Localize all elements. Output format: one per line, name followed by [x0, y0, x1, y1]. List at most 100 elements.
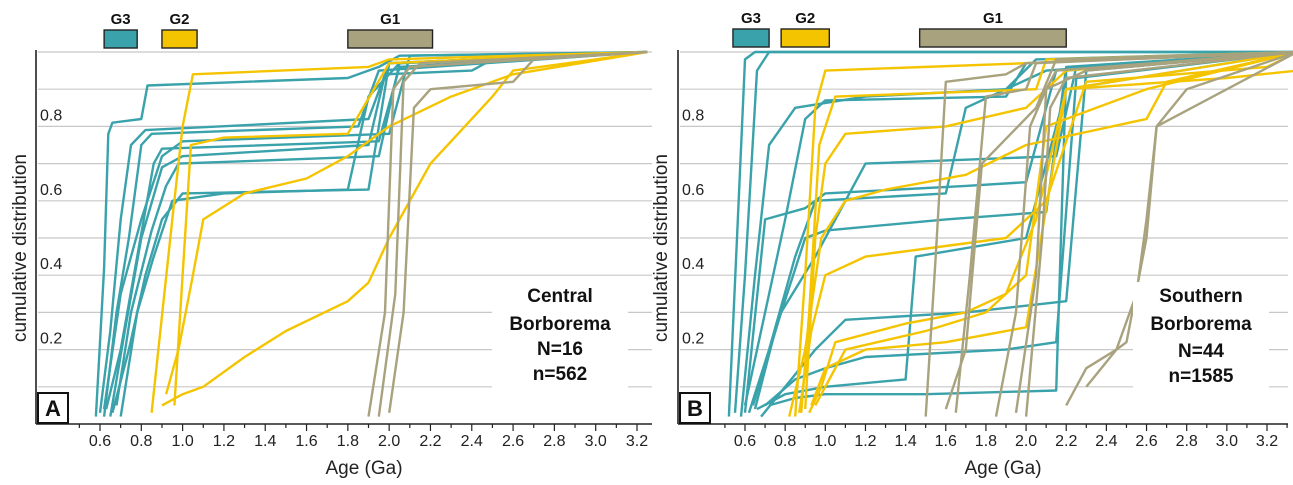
x-tick-label: 3.0	[585, 433, 607, 450]
series-line-g2	[164, 50, 648, 395]
series-line-g1	[1024, 51, 1293, 417]
x-tick-label: 3.0	[1216, 433, 1238, 450]
series-line-g3	[102, 50, 648, 417]
panel-label: A	[45, 396, 61, 421]
annotation-line: n=1585	[1169, 366, 1234, 387]
series-line-g3	[751, 51, 1293, 406]
group-bar-label: G1	[983, 10, 1003, 27]
series-line-g2	[173, 50, 648, 406]
x-tick-label: 1.2	[854, 433, 876, 450]
group-bar-g3	[103, 29, 138, 49]
x-tick-label: 3.2	[626, 433, 648, 450]
x-tick-label: 0.8	[130, 433, 152, 450]
series-line-g3	[739, 50, 1293, 417]
series-line-g1	[994, 51, 1293, 417]
x-tick-label: 1.0	[171, 433, 193, 450]
group-bar-g2	[161, 29, 198, 49]
group-bar-g3	[732, 28, 770, 48]
series-line-g1	[954, 50, 1293, 413]
y-axis-label: cumulative distribution	[10, 154, 31, 342]
x-tick-label: 1.4	[894, 433, 916, 450]
x-tick-label: 2.2	[1055, 433, 1077, 450]
x-tick-label: 2.4	[1095, 433, 1117, 450]
x-tick-label: 1.6	[295, 433, 317, 450]
x-tick-label: 2.0	[1015, 433, 1037, 450]
group-bar-label: G3	[111, 11, 131, 28]
y-tick-label: 0.6	[682, 182, 704, 199]
panel-label-box	[679, 392, 711, 424]
x-tick-label: 2.8	[1176, 433, 1198, 450]
series-line-g3	[102, 50, 648, 410]
series-line-g2	[800, 50, 1293, 413]
series-line-g3	[743, 51, 1293, 413]
y-tick-label: 0.8	[40, 107, 62, 124]
annotation-line: n=562	[533, 364, 587, 385]
x-tick-label: 1.8	[975, 433, 997, 450]
annotation-line: Borborema	[1150, 314, 1252, 335]
y-tick-label: 0.8	[682, 107, 704, 124]
annotation-backdrop	[1133, 282, 1269, 390]
series-line-g2	[161, 50, 648, 407]
x-tick-label: 2.6	[502, 433, 524, 450]
annotation-line: Borborema	[509, 314, 611, 335]
series-line-g2	[804, 51, 1293, 410]
series-line-g1	[944, 50, 1293, 410]
series-line-g1	[388, 50, 648, 413]
x-tick-label: 2.4	[461, 433, 483, 450]
series-line-g1	[1014, 51, 1293, 413]
y-tick-label: 0.6	[40, 182, 62, 199]
series-line-g3	[115, 50, 648, 406]
panel-label: B	[687, 396, 703, 421]
y-axis-label: cumulative distribution	[651, 154, 672, 342]
group-bar-label: G1	[380, 11, 400, 28]
series-line-g2	[150, 50, 648, 413]
series-line-g3	[94, 50, 648, 417]
x-tick-label: 2.6	[1135, 433, 1157, 450]
y-tick-label: 0.2	[682, 331, 704, 348]
series-line-g1	[1085, 52, 1293, 388]
annotation-backdrop	[492, 282, 628, 388]
series-line-g2	[798, 52, 1293, 413]
series-line-g2	[814, 51, 1293, 406]
y-tick-label: 0.4	[682, 256, 704, 273]
series-line-g3	[119, 50, 648, 417]
annotation-line: Southern	[1159, 286, 1242, 307]
series-line-g3	[109, 50, 648, 417]
y-tick-label: 0.4	[40, 256, 62, 273]
group-bar-label: G2	[795, 10, 815, 27]
annotation-line: N=44	[1178, 341, 1224, 362]
group-bar-g1	[918, 28, 1067, 48]
series-line-g3	[760, 51, 1293, 418]
series-line-g3	[111, 50, 648, 414]
series-line-g2	[810, 69, 1293, 406]
x-axis-label: Age (Ga)	[325, 458, 402, 479]
group-bar-g1	[347, 29, 434, 49]
panel-label-box	[37, 392, 69, 424]
x-tick-label: 1.6	[935, 433, 957, 450]
x-tick-label: 3.2	[1256, 433, 1278, 450]
series-line-g1	[377, 50, 648, 417]
x-tick-label: 1.0	[814, 433, 836, 450]
group-bar-label: G3	[741, 10, 761, 27]
x-tick-label: 0.6	[89, 433, 111, 450]
x-tick-label: 1.2	[213, 433, 235, 450]
x-tick-label: 1.8	[337, 433, 359, 450]
panel-b: 0.2 0.4 0.6 0.8 0.6 0.8 1.0 1.2 1.4 1.6 1.8 2.0 2.2 2…	[651, 10, 1293, 479]
series-line-g1	[367, 50, 648, 417]
series-line-g3	[98, 50, 648, 413]
y-tick-label: 0.2	[40, 331, 62, 348]
x-tick-label: 0.6	[734, 433, 756, 450]
x-axis-label: Age (Ga)	[964, 458, 1041, 479]
x-tick-label: 1.4	[254, 433, 276, 450]
annotation-line: N=16	[537, 339, 583, 360]
panel-a: 0.2 0.4 0.6 0.8 0.6 0.8 1.0 1.2 1.4 1.6 1.8 2.0 2.2 2…	[10, 11, 652, 479]
x-tick-label: 2.8	[543, 433, 565, 450]
annotation-line: Central	[527, 286, 592, 307]
group-bar-g2	[780, 28, 831, 48]
x-tick-label: 0.8	[774, 433, 796, 450]
series-line-g3	[733, 50, 1293, 413]
series-line-g2	[788, 51, 1293, 417]
group-bar-label: G2	[170, 11, 190, 28]
x-tick-label: 2.0	[378, 433, 400, 450]
